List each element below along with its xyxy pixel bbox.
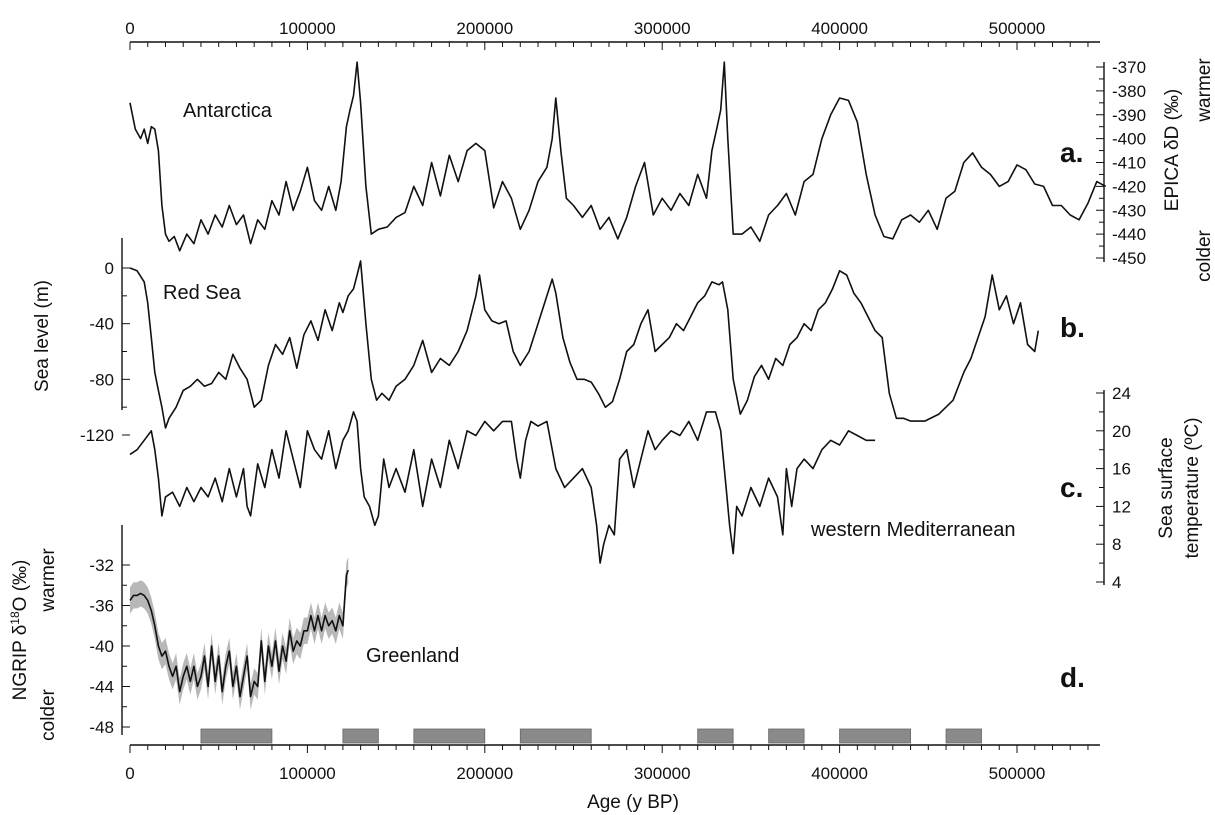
y-axis-tick-label: -120 bbox=[80, 426, 114, 445]
y-axis-tick-label: -48 bbox=[89, 718, 114, 737]
y-axis-tick-label: 16 bbox=[1112, 460, 1131, 479]
bottom-axis-tick-label: 300000 bbox=[634, 764, 691, 783]
y-axis-tick-label: -440 bbox=[1112, 225, 1146, 244]
y-axis-tick-label: -32 bbox=[89, 556, 114, 575]
bottom-axis-tick-label: 0 bbox=[125, 764, 134, 783]
interval-bars bbox=[200, 728, 982, 744]
y-axis-tick-label: -370 bbox=[1112, 58, 1146, 77]
interval-bar bbox=[768, 728, 805, 744]
y-axis-colder-label-d: colder bbox=[38, 688, 59, 740]
y-axis-tick-label: -40 bbox=[89, 315, 114, 334]
interval-bar bbox=[413, 728, 486, 744]
y-axis-tick-label: -400 bbox=[1112, 130, 1146, 149]
y-axis-tick-label: -380 bbox=[1112, 82, 1146, 101]
interval-bar bbox=[200, 728, 273, 744]
y-axis-tick-label: -40 bbox=[89, 637, 114, 656]
top-axis-tick-label: 400000 bbox=[811, 19, 868, 38]
y-axis-tick-label: -390 bbox=[1112, 106, 1146, 125]
panel-antarctica: a. Antarctica EPICA δD (‰) warmer colder… bbox=[129, 58, 1215, 282]
region-label-red-sea: Red Sea bbox=[163, 282, 242, 304]
interval-bar bbox=[945, 728, 982, 744]
region-label-greenland: Greenland bbox=[366, 645, 459, 667]
y-axis-colder-label-a: colder bbox=[1194, 229, 1215, 281]
y-axis-tick-label: 12 bbox=[1112, 497, 1131, 516]
panel-western-mediterranean: c. western Mediterranean Sea surface tem… bbox=[129, 384, 1203, 592]
y-axis-tick-label: -80 bbox=[89, 370, 114, 389]
region-label-antarctica: Antarctica bbox=[183, 100, 273, 122]
series-line bbox=[129, 411, 876, 564]
bottom-axis-tick-label: 100000 bbox=[279, 764, 336, 783]
bottom-axis-tick-label: 200000 bbox=[456, 764, 513, 783]
bottom-x-axis: 0 100000 200000 300000 400000 500000 bbox=[125, 744, 1100, 783]
y-axis-tick-label: -450 bbox=[1112, 249, 1146, 268]
top-axis-tick-label: 500000 bbox=[989, 19, 1046, 38]
bottom-axis-tick-label: 500000 bbox=[989, 764, 1046, 783]
series-line bbox=[129, 61, 1107, 252]
panel-greenland: d. Greenland NGRIP δ18O (‰) warmer colde… bbox=[8, 525, 1085, 741]
y-axis-title-sst: Sea surface bbox=[1156, 437, 1177, 538]
y-axis-tick-label: -410 bbox=[1112, 154, 1146, 173]
y-axis-tick-label: -420 bbox=[1112, 177, 1146, 196]
bottom-axis-tick-label: 400000 bbox=[811, 764, 868, 783]
y-axis-tick-label: 24 bbox=[1112, 384, 1131, 403]
interval-bar bbox=[839, 728, 911, 744]
panel-letter-a: a. bbox=[1060, 137, 1083, 168]
y-axis-title-ngrip: NGRIP δ18O (‰) bbox=[8, 560, 31, 701]
top-axis-tick-label: 100000 bbox=[279, 19, 336, 38]
y-axis-title-sst-line2: temperature (ºC) bbox=[1182, 417, 1203, 558]
y-axis-tick-label: 20 bbox=[1112, 422, 1131, 441]
region-label-western-mediterranean: western Mediterranean bbox=[810, 519, 1016, 541]
panel-letter-d: d. bbox=[1060, 662, 1085, 693]
interval-bar bbox=[342, 728, 379, 744]
top-axis-tick-label: 0 bbox=[125, 19, 134, 38]
y-axis-tick-label: 4 bbox=[1112, 573, 1121, 592]
series-line bbox=[129, 569, 349, 698]
y-axis-tick-label: 8 bbox=[1112, 535, 1121, 554]
top-axis-tick-label: 200000 bbox=[456, 19, 513, 38]
top-axis-tick-label: 300000 bbox=[634, 19, 691, 38]
y-axis-title-epica: EPICA δD (‰) bbox=[1162, 89, 1183, 211]
top-x-axis: 0 100000 200000 300000 400000 500000 bbox=[125, 19, 1100, 50]
y-axis-warmer-label-a: warmer bbox=[1194, 58, 1215, 123]
y-axis-tick-label: 0 bbox=[105, 259, 114, 278]
y-axis-tick-label: -36 bbox=[89, 597, 114, 616]
interval-bar bbox=[697, 728, 734, 744]
y-axis-warmer-label-d: warmer bbox=[38, 548, 59, 613]
y-axis-title-sea-level: Sea level (m) bbox=[32, 280, 53, 392]
panel-red-sea: b. Red Sea Sea level (m) 0 -40 -80 -120 bbox=[32, 238, 1085, 445]
interval-bar bbox=[519, 728, 592, 744]
panel-letter-b: b. bbox=[1060, 312, 1085, 343]
panel-letter-c: c. bbox=[1060, 472, 1083, 503]
x-axis-title: Age (y BP) bbox=[587, 792, 679, 813]
series-line bbox=[129, 260, 1040, 429]
y-axis-tick-label: -430 bbox=[1112, 201, 1146, 220]
y-axis-tick-label: -44 bbox=[89, 678, 114, 697]
